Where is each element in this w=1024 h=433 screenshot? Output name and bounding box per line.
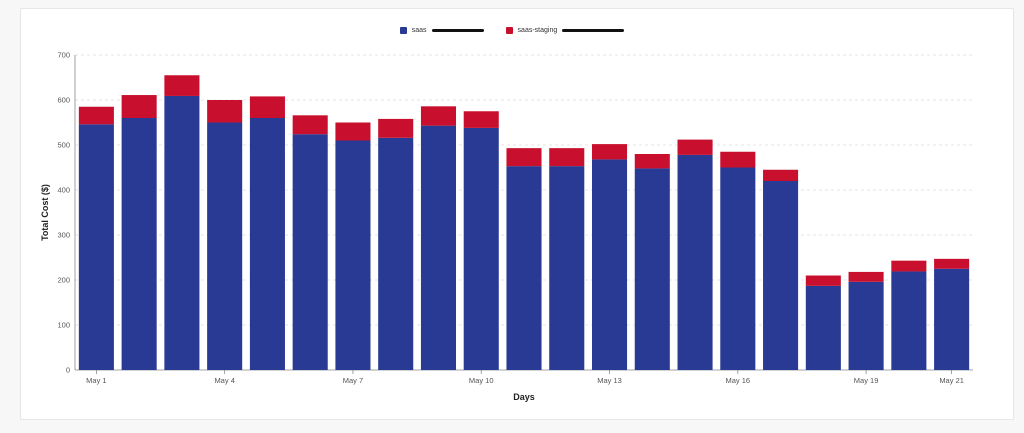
y-tick-label: 400 [57,186,70,195]
y-tick-label: 600 [57,96,70,105]
legend-item-saas-staging[interactable]: saas-staging [505,26,625,34]
x-tick-label: May 13 [597,376,622,385]
legend-label-saas-staging: saas-staging [517,26,558,34]
bar-saas-staging [335,122,371,141]
bar-saas [249,118,285,370]
bar-saas [506,166,542,370]
x-tick-label: May 21 [939,376,964,385]
bar-saas-staging [677,139,713,155]
bar-saas-staging [634,154,670,169]
x-tick-label: May 7 [343,376,363,385]
bar-saas-staging [549,148,585,167]
x-tick-label: May 4 [214,376,234,385]
legend-label-saas: saas [411,26,427,34]
bar-saas-staging [763,169,799,181]
y-tick-label: 100 [57,321,70,330]
legend-redaction-mark [562,28,625,32]
x-tick-label: May 19 [854,376,879,385]
bar-saas [891,271,927,370]
y-tick-label: 700 [57,51,70,60]
bar-saas [78,124,114,370]
bar-saas-staging [420,106,457,126]
bar-saas-staging [463,111,499,128]
bar-saas-staging [805,275,841,286]
bar-saas [634,168,670,370]
bar-saas-staging [506,148,542,167]
bar-saas [420,125,457,371]
y-tick-label: 300 [57,231,70,240]
legend: saas saas-staging [0,20,1024,40]
bar-saas-staging [934,258,970,269]
bar-saas-staging [848,271,884,282]
bar-saas-staging [720,151,756,168]
legend-item-saas[interactable]: saas [399,26,484,34]
bar-saas [335,140,371,370]
bar-saas-staging [292,115,328,135]
bar-saas-staging [891,260,927,272]
bar-saas [848,281,884,370]
bar-saas-staging [591,144,628,160]
bar-saas [549,166,585,370]
bar-saas-staging [207,100,243,123]
x-tick-label: May 16 [726,376,751,385]
bar-saas [934,268,970,370]
bar-saas-staging [378,118,414,138]
x-tick-label: May 1 [86,376,106,385]
bar-saas-staging [164,75,200,96]
bar-saas [463,127,499,371]
bar-saas [720,167,756,370]
x-tick-label: May 10 [469,376,494,385]
bar-saas-staging [249,96,285,118]
legend-redaction-mark [431,28,484,32]
legend-swatch-saas [399,26,407,34]
y-tick-label: 500 [57,141,70,150]
bar-saas [763,181,799,370]
bar-saas-staging [78,106,114,125]
y-tick-label: 0 [66,366,70,375]
bar-saas [591,159,628,370]
bar-saas [677,154,713,370]
bar-saas [164,95,200,370]
x-axis-title: Days [513,392,535,402]
bar-saas [207,122,243,370]
bar-saas [378,137,414,370]
y-axis-title: Total Cost ($) [40,184,50,241]
bar-saas-staging [121,95,157,118]
y-tick-label: 200 [57,276,70,285]
bar-saas [805,285,841,370]
legend-swatch-saas-staging [505,26,513,34]
bar-saas [292,134,328,370]
bar-saas [121,118,157,370]
